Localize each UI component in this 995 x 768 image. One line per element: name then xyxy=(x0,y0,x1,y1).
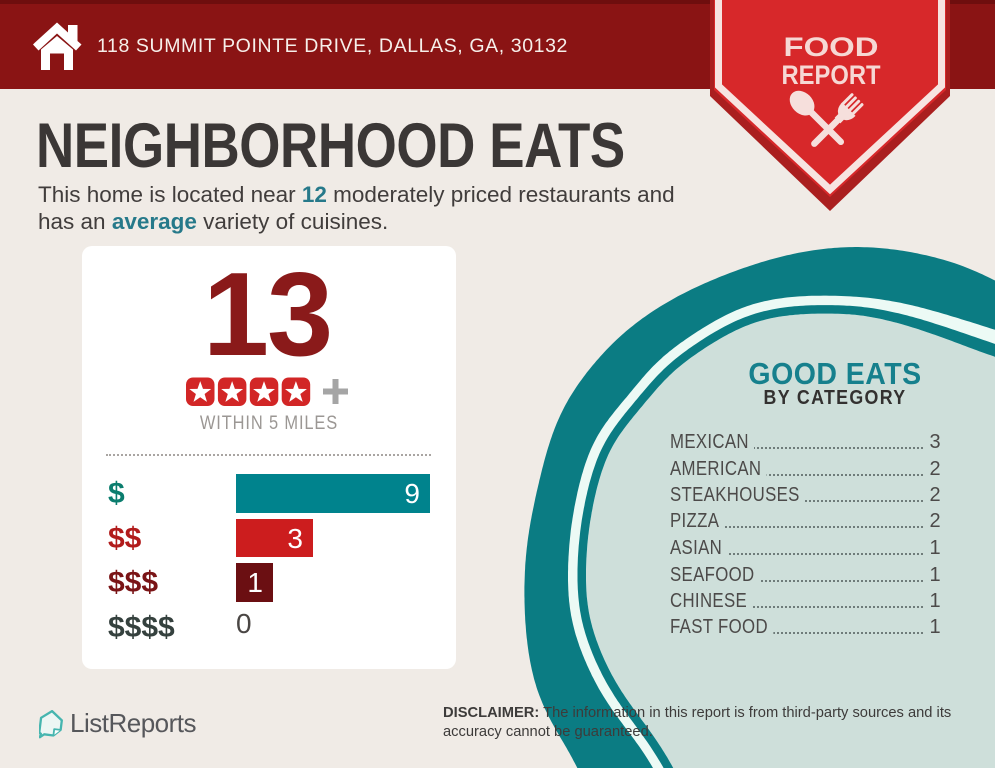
svg-text:REPORT: REPORT xyxy=(782,60,881,90)
svg-text:FOOD: FOOD xyxy=(784,32,879,62)
